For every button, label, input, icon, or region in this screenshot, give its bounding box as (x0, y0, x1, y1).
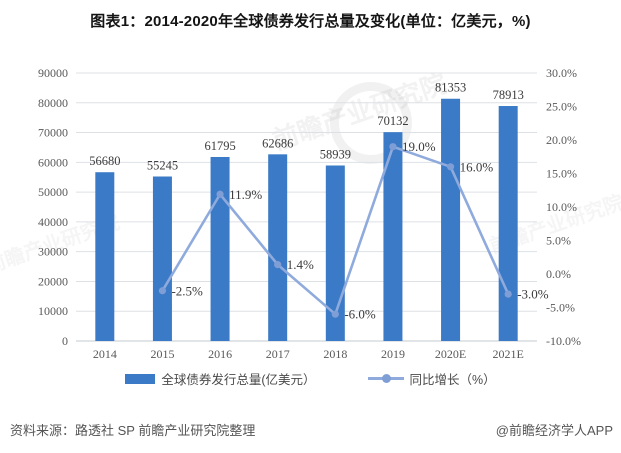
line-value-label: -2.5% (171, 283, 203, 298)
line-swatch-marker (381, 374, 391, 383)
chart-title: 图表1：2014-2020年全球债券发行总量及变化(单位：亿美元，%) (90, 13, 531, 30)
line-marker-2019 (389, 143, 397, 151)
bar-2019 (383, 132, 403, 341)
x-axis-tick-label: 2014 (93, 347, 117, 361)
x-axis-tick-label: 2017 (266, 347, 290, 361)
bar-value-label: 81353 (435, 81, 466, 95)
right-axis-tick-label: -5.0% (546, 301, 575, 315)
right-axis-tick-label: 15.0% (546, 167, 577, 181)
legend-item-bar-series: 全球债券发行总量(亿美元） (125, 369, 316, 388)
line-marker-2020E (446, 163, 455, 171)
right-axis-tick-label: 0.0% (546, 267, 571, 281)
line-series-swatch (367, 374, 404, 383)
bar-series-label: 全球债券发行总量(亿美元） (161, 373, 316, 387)
line-marker-2015 (158, 287, 167, 295)
bar-2021E (498, 106, 518, 342)
x-axis-tick-label: 2021E (493, 347, 524, 361)
x-axis-tick-label: 2015 (150, 347, 174, 361)
line-marker-2016 (216, 190, 224, 198)
bar-value-label: 55245 (147, 158, 178, 172)
bar-2014 (95, 172, 115, 341)
left-axis-tick-label: 60000 (38, 155, 68, 169)
line-value-label: 1.4% (287, 257, 314, 272)
x-axis-tick-label: 2016 (208, 347, 232, 361)
line-value-label: 11.9% (229, 187, 262, 202)
right-axis-tick-label: 20.0% (546, 133, 577, 147)
bar-2016 (210, 156, 230, 341)
bar-2017 (268, 154, 288, 341)
right-axis-tick-label: 30.0% (546, 66, 577, 80)
source-note: 资料来源：路透社 SP 前瞻产业研究院整理 (10, 423, 256, 438)
left-axis-tick-label: 50000 (38, 185, 68, 199)
line-marker-2021E (504, 290, 512, 298)
footer: 资料来源：路透社 SP 前瞻产业研究院整理 @前瞻经济学人APP (10, 420, 613, 439)
left-axis-tick-label: 10000 (38, 304, 68, 318)
line-value-label: 16.0% (460, 159, 494, 174)
bar-value-label: 70132 (377, 114, 408, 128)
left-axis-tick-label: 40000 (38, 215, 68, 229)
bar-value-label: 58939 (320, 147, 351, 161)
legend: 全球债券发行总量(亿美元） 同比增长（%） (0, 369, 621, 388)
line-marker-2017 (274, 261, 282, 269)
bar-2015 (152, 176, 172, 341)
left-axis-tick-label: 20000 (38, 274, 68, 288)
x-axis-tick-label: 2019 (381, 347, 405, 361)
bar-value-label: 56680 (89, 154, 120, 168)
bar-value-label: 78913 (493, 88, 524, 102)
chart-plot-area: 0 10000 20000 30000 40000 50000 60000 70000 8000… (38, 66, 581, 361)
line-value-label: 19.0% (402, 139, 436, 154)
right-axis-tick-label: 25.0% (546, 100, 577, 114)
line-marker-2018 (331, 310, 339, 318)
left-axis-tick-label: 0 (62, 334, 68, 348)
right-axis-tick-label: 10.0% (546, 200, 577, 214)
right-axis-tick-label: -10.0% (546, 334, 581, 348)
legend-item-line-series: 同比增长（%） (367, 369, 496, 388)
line-value-label: -3.0% (517, 287, 549, 302)
left-axis-tick-label: 80000 (38, 96, 68, 110)
bar-2020E (441, 98, 461, 342)
x-axis-tick-label: 2018 (323, 347, 347, 361)
left-axis-tick-label: 30000 (38, 245, 68, 259)
x-axis-tick-label: 2020E (435, 347, 466, 361)
left-axis-tick-label: 70000 (38, 126, 68, 140)
left-axis-tick-label: 90000 (38, 66, 68, 80)
line-value-label: -6.0% (344, 307, 376, 322)
bar-series-swatch (125, 373, 156, 384)
line-series-label: 同比增长（%） (409, 373, 496, 387)
right-axis-tick-label: 5.0% (546, 234, 571, 248)
bar-value-label: 61795 (204, 139, 235, 153)
brand-note: @前瞻经济学人APP (495, 423, 613, 438)
bar-value-label: 62686 (262, 136, 293, 150)
